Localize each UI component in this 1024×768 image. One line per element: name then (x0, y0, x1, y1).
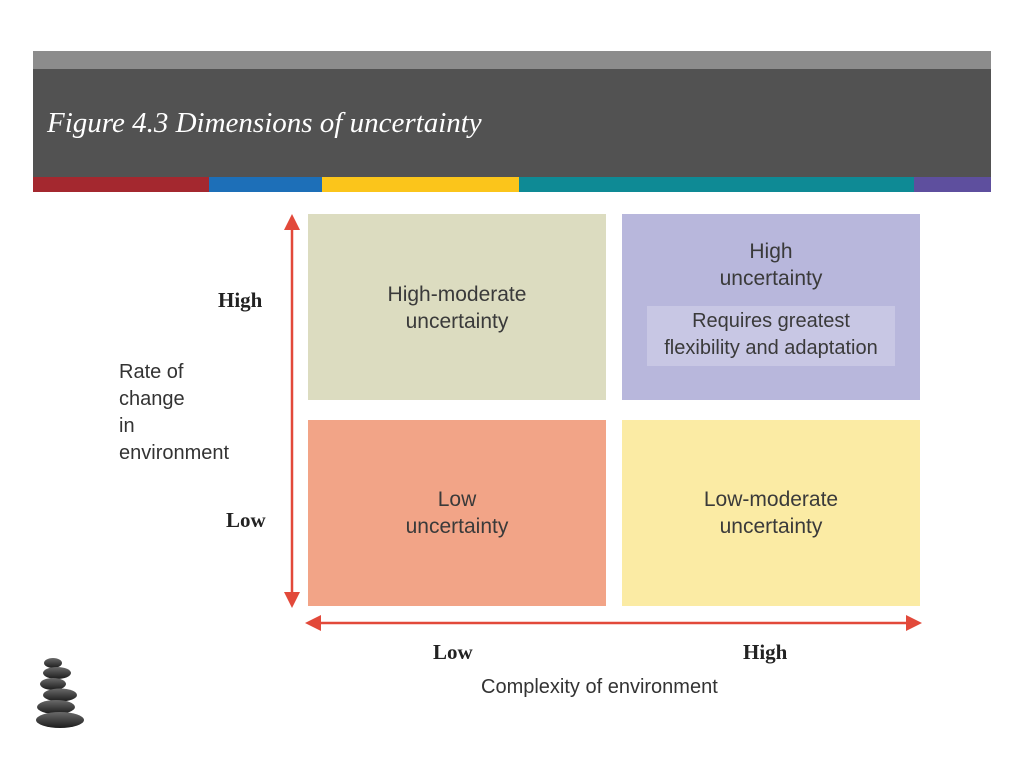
header-banner: Figure 4.3 Dimensions of uncertainty (33, 69, 991, 177)
quadrant-label-line: Low-moderate (703, 488, 839, 511)
header-top-strip (33, 51, 991, 69)
color-stripe-segment (33, 177, 210, 192)
quadrant-label-line: High-moderate (387, 283, 527, 306)
color-stripe-bar (33, 177, 991, 192)
x-axis-title: Complexity of environment (481, 676, 718, 698)
color-stripe-segment (914, 177, 991, 192)
y-axis-title-line: Rate of (119, 361, 184, 383)
quadrant-label-line: uncertainty (405, 515, 509, 538)
y-axis-title-line: in (119, 415, 135, 437)
quadrant-label-line: High (749, 240, 793, 263)
y-axis-high-label: High (218, 288, 263, 312)
y-axis-arrow (284, 214, 300, 608)
quadrant-low-moderate-uncertainty: Low-moderate uncertainty (622, 420, 920, 606)
color-stripe-segment (322, 177, 519, 192)
quadrant-low-uncertainty: Low uncertainty (308, 420, 606, 606)
note-line: flexibility and adaptation (664, 337, 878, 359)
quadrant-label-line: uncertainty (405, 310, 509, 333)
color-stripe-segment (209, 177, 323, 192)
quadrant-label-line: uncertainty (719, 267, 823, 290)
quadrant-label-line: Low (437, 488, 477, 511)
quadrant-high-uncertainty: High uncertainty Requires greatest flexi… (622, 214, 920, 400)
y-axis-title-line: change (119, 388, 185, 410)
color-stripe-segment (518, 177, 915, 192)
quadrant-label-line: uncertainty (719, 515, 823, 538)
x-axis-high-label: High (743, 640, 788, 664)
x-axis-arrow (305, 615, 922, 631)
note-line: Requires greatest (692, 310, 850, 332)
requirement-note: Requires greatest flexibility and adapta… (647, 306, 895, 366)
y-axis-low-label: Low (226, 508, 266, 532)
x-axis-low-label: Low (433, 640, 473, 664)
stacked-stones-icon (36, 658, 84, 728)
slide-title: Figure 4.3 Dimensions of uncertainty (47, 107, 482, 139)
y-axis-title: Rate of change in environment (119, 359, 259, 467)
y-axis-title-line: environment (119, 442, 230, 464)
quadrant-high-moderate-uncertainty: High-moderate uncertainty (308, 214, 606, 400)
